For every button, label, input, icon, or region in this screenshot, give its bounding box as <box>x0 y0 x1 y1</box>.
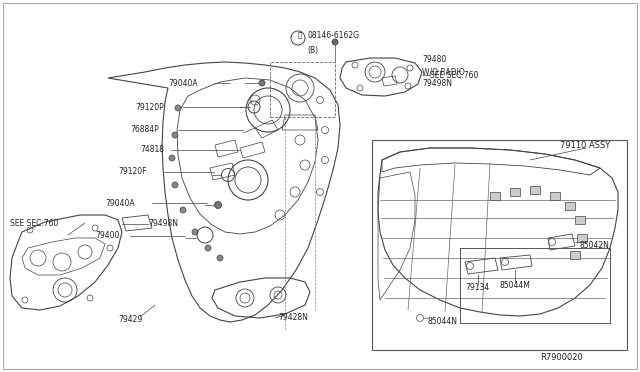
Text: 79498N: 79498N <box>148 219 178 228</box>
Text: R7900020: R7900020 <box>540 353 583 362</box>
Text: Ⓑ: Ⓑ <box>298 32 302 38</box>
Bar <box>460 248 610 323</box>
Circle shape <box>172 182 178 188</box>
Circle shape <box>192 229 198 235</box>
Text: 79040A: 79040A <box>105 199 134 208</box>
Text: (B): (B) <box>307 45 318 55</box>
Text: 79400: 79400 <box>95 231 120 241</box>
Text: 79498N: 79498N <box>422 80 452 89</box>
Text: SEE SEC.760: SEE SEC.760 <box>430 71 478 80</box>
Circle shape <box>332 39 338 45</box>
Text: 85042N: 85042N <box>580 241 610 250</box>
Text: 79134: 79134 <box>465 283 489 292</box>
Bar <box>372 140 627 350</box>
Text: 08146-6162G: 08146-6162G <box>307 31 359 39</box>
Text: 74818: 74818 <box>140 145 164 154</box>
Circle shape <box>180 207 186 213</box>
Text: SEE SEC.760: SEE SEC.760 <box>10 218 58 228</box>
Polygon shape <box>575 216 585 224</box>
Text: 85044M: 85044M <box>500 280 531 289</box>
Polygon shape <box>510 188 520 196</box>
Text: 79110 ASSY: 79110 ASSY <box>560 141 611 150</box>
Polygon shape <box>530 186 540 194</box>
Text: 79480: 79480 <box>422 55 446 64</box>
Polygon shape <box>550 192 560 200</box>
Text: 79429: 79429 <box>118 315 142 324</box>
Circle shape <box>169 155 175 161</box>
Circle shape <box>217 255 223 261</box>
Text: 79120P: 79120P <box>135 103 164 112</box>
Text: 79428N: 79428N <box>278 314 308 323</box>
Circle shape <box>205 245 211 251</box>
Polygon shape <box>565 202 575 210</box>
Text: 79040A: 79040A <box>168 78 198 87</box>
Text: 85044N: 85044N <box>428 317 458 327</box>
Polygon shape <box>570 251 580 259</box>
Polygon shape <box>490 192 500 200</box>
Text: 79120F: 79120F <box>118 167 147 176</box>
Text: 76884P: 76884P <box>130 125 159 135</box>
Circle shape <box>175 105 181 111</box>
Circle shape <box>214 202 221 208</box>
Polygon shape <box>577 234 587 242</box>
Circle shape <box>172 132 178 138</box>
Circle shape <box>259 80 265 86</box>
Bar <box>270 62 335 117</box>
Text: W/O RADIO: W/O RADIO <box>422 67 465 77</box>
